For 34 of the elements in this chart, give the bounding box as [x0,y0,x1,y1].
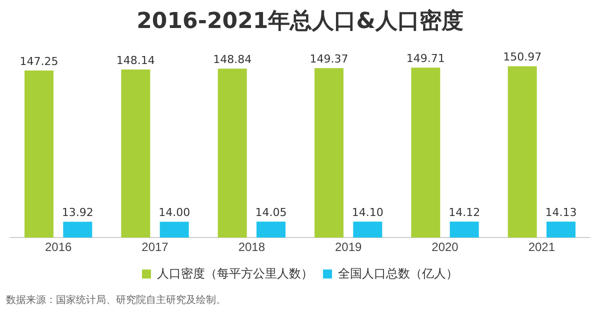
chart-title: 2016-2021年总人口&人口密度 [136,8,464,36]
bar [546,222,576,238]
data-label: 150.97 [503,50,542,64]
data-label: 14.05 [255,206,287,220]
data-label: 14.12 [448,206,480,219]
data-label: 14.00 [158,206,190,220]
x-tick-label: 2020 [432,240,459,254]
data-label: 13.92 [62,206,94,220]
bar [256,222,286,238]
bar [63,222,92,238]
data-label: 147.25 [20,54,58,68]
bar [353,222,382,238]
bar [314,68,344,238]
bar [218,68,247,238]
data-label: 148.84 [213,53,252,66]
data-label: 14.10 [352,206,384,219]
x-tick-label: 2019 [334,240,362,254]
bar [121,69,150,238]
data-label: 148.14 [116,54,155,67]
x-tick-label: 2016 [44,240,72,254]
bar [160,222,189,238]
data-label: 14.13 [545,206,577,219]
source-note: 数据来源：国家统计局、研究院自主研究及绘制。 [6,294,226,307]
bar [508,66,537,238]
x-tick-label: 2017 [142,240,169,254]
legend-label: 人口密度（每平方公里人数） [157,266,313,280]
bar [411,68,440,238]
legend-label: 全国人口总数（亿人） [338,266,458,280]
bar [24,70,54,238]
bar [450,222,479,238]
x-tick-label: 2021 [528,240,556,254]
x-tick-label: 2018 [238,240,266,254]
data-label: 149.71 [406,52,445,66]
data-label: 149.37 [310,52,348,66]
